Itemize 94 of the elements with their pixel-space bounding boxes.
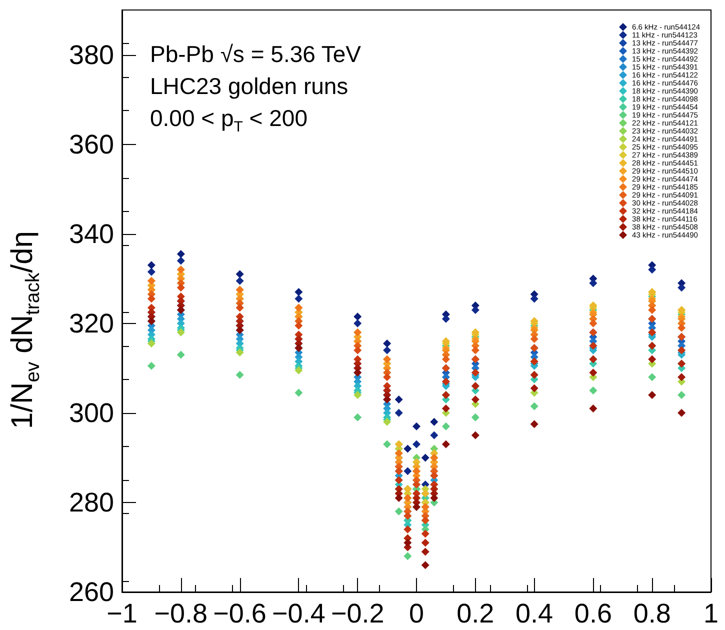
x-tick-label: −0.8 <box>154 598 208 628</box>
point <box>383 340 392 348</box>
point <box>147 261 156 270</box>
point <box>678 284 686 292</box>
point <box>589 319 598 328</box>
y-tick-label: 280 <box>68 487 114 518</box>
point <box>354 391 362 400</box>
point <box>442 440 450 448</box>
point <box>421 561 430 570</box>
point <box>294 322 303 330</box>
point <box>442 404 450 412</box>
point <box>421 548 430 556</box>
y-tick-label: 380 <box>68 40 114 70</box>
point <box>471 413 480 422</box>
point <box>430 418 438 426</box>
point <box>678 391 686 400</box>
x-tick-label: 0.4 <box>516 598 554 628</box>
point <box>394 395 403 404</box>
point <box>648 355 656 364</box>
annotation: Pb-Pb √s = 5.36 TeV <box>150 40 362 69</box>
point <box>394 408 403 417</box>
annotation: LHC23 golden runs <box>150 72 350 101</box>
point <box>421 454 430 462</box>
point <box>236 304 244 312</box>
point <box>471 306 480 314</box>
y-tick-label: 320 <box>68 308 114 338</box>
y-tick-label: 360 <box>68 129 114 160</box>
x-tick-label: −0.2 <box>330 598 384 628</box>
point <box>530 384 538 392</box>
point <box>421 530 430 538</box>
point <box>648 391 656 400</box>
point <box>176 284 185 292</box>
point <box>678 373 686 382</box>
point <box>648 306 656 314</box>
point <box>354 319 362 328</box>
point <box>530 294 538 303</box>
point <box>354 312 362 321</box>
point <box>294 388 303 397</box>
point <box>176 350 185 359</box>
point <box>442 314 450 323</box>
point <box>442 422 450 430</box>
point <box>394 494 403 502</box>
point <box>176 250 185 258</box>
point <box>471 346 480 354</box>
x-tick-label: 0 <box>408 598 424 628</box>
point <box>678 324 686 332</box>
point <box>404 538 412 547</box>
point <box>678 408 686 417</box>
x-tick-label: 0.8 <box>633 598 671 628</box>
point <box>471 395 480 404</box>
point <box>530 420 538 428</box>
point <box>648 266 656 274</box>
point <box>294 294 303 303</box>
point <box>294 288 303 296</box>
point <box>236 370 244 379</box>
point <box>589 404 598 412</box>
point <box>176 256 185 265</box>
x-tick-label: 1 <box>703 598 719 628</box>
x-tick-label: −0.4 <box>272 598 326 628</box>
point <box>354 413 362 422</box>
point <box>147 362 156 370</box>
point <box>236 270 244 278</box>
point <box>404 444 412 453</box>
point <box>412 440 420 448</box>
x-tick-label: 0.6 <box>574 598 612 628</box>
point <box>354 346 362 354</box>
point <box>412 422 420 430</box>
point <box>430 431 438 440</box>
point <box>404 525 412 534</box>
point <box>404 552 412 560</box>
point <box>404 467 412 476</box>
point <box>589 386 598 395</box>
point <box>421 538 430 547</box>
point <box>383 440 392 448</box>
point <box>648 373 656 382</box>
point <box>394 507 403 516</box>
y-tick-label: 340 <box>68 218 114 249</box>
annotation: 0.00 < p$_{T}$ < 200 <box>150 104 308 138</box>
point <box>589 279 598 288</box>
point <box>147 294 156 303</box>
x-tick-label: 0.2 <box>456 598 494 628</box>
point <box>530 402 538 410</box>
point <box>530 335 538 344</box>
point <box>147 340 156 348</box>
point <box>383 346 392 354</box>
point <box>589 368 598 377</box>
point <box>471 431 480 440</box>
point <box>442 355 450 364</box>
point <box>383 373 392 382</box>
point <box>236 276 244 285</box>
x-tick-label: −0.6 <box>213 598 266 628</box>
y-tick-label: 300 <box>68 398 114 428</box>
point <box>147 268 156 276</box>
point <box>430 494 438 502</box>
